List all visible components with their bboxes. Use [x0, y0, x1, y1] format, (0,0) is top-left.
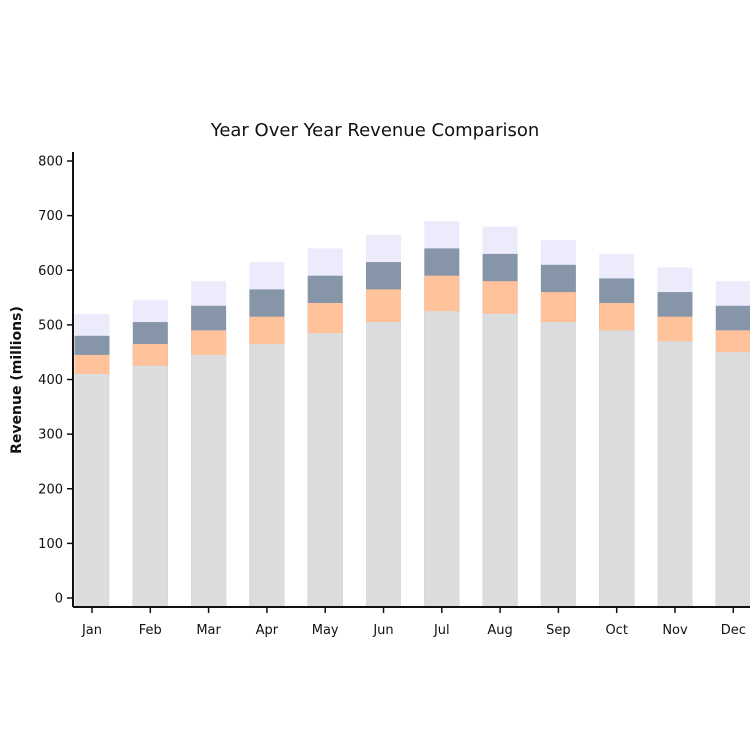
- bar-3-sep: [540, 322, 576, 607]
- x-tick-label-apr: Apr: [256, 623, 279, 638]
- y-tick-label: 0: [55, 592, 63, 607]
- x-tick-label-aug: Aug: [487, 623, 512, 638]
- x-tick-label-sep: Sep: [546, 623, 571, 638]
- bar-3-mar: [191, 354, 227, 607]
- x-tick-label-mar: Mar: [196, 623, 221, 638]
- bars-group: [74, 221, 750, 607]
- chart-title: Year Over Year Revenue Comparison: [210, 120, 540, 141]
- bar-3-nov: [657, 341, 693, 607]
- x-tick-label-nov: Nov: [662, 623, 688, 638]
- bar-3-dec: [715, 352, 750, 607]
- x-axis: Jan Feb Mar Apr May Jun Jul Aug Sep Oct Nov Dec: [73, 606, 750, 638]
- x-tick-label-jan: Jan: [81, 623, 102, 638]
- x-tick-label-may: May: [312, 623, 339, 638]
- y-tick-label: 800: [38, 155, 63, 170]
- y-tick-label: 500: [38, 318, 63, 333]
- y-axis: 0 100 200 300 400 500 600 700 800: [38, 152, 74, 607]
- x-tick-label-oct: Oct: [605, 623, 627, 638]
- y-tick-label: 100: [38, 537, 63, 552]
- x-tick-label-jun: Jun: [372, 623, 393, 638]
- bar-3-feb: [132, 365, 168, 607]
- bar-3-jul: [424, 311, 460, 607]
- bar-3-apr: [249, 344, 285, 607]
- y-axis-label: Revenue (millions): [9, 306, 25, 454]
- y-tick-label: 400: [38, 373, 63, 388]
- x-tick-label-feb: Feb: [139, 623, 162, 638]
- bar-3-jun: [366, 322, 401, 607]
- x-tick-label-jul: Jul: [433, 623, 450, 638]
- y-tick-label: 200: [38, 482, 63, 497]
- bar-3-oct: [599, 330, 635, 607]
- bar-3-may: [307, 333, 343, 607]
- bar-3-aug: [482, 313, 518, 607]
- bar-3-jan: [74, 374, 110, 607]
- y-tick-label: 600: [38, 264, 63, 279]
- y-tick-label: 300: [38, 428, 63, 443]
- x-tick-label-dec: Dec: [721, 623, 746, 638]
- y-tick-label: 700: [38, 209, 63, 224]
